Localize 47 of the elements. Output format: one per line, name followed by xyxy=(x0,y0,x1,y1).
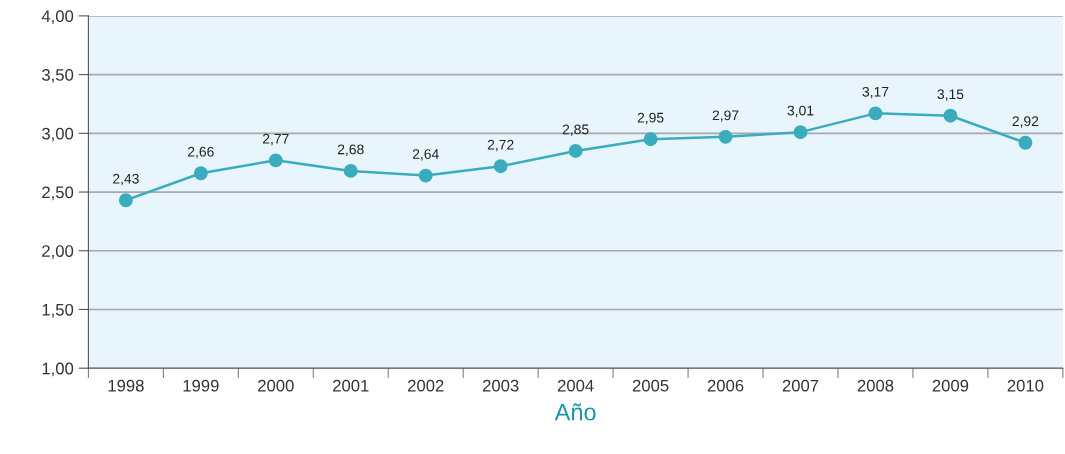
y-tick-label: 1,50 xyxy=(42,303,74,318)
point xyxy=(268,153,283,168)
y-tick-label: 3,50 xyxy=(42,69,74,83)
y-tick-label: 2,50 xyxy=(42,186,74,201)
x-tick-label: 2005 xyxy=(632,379,669,392)
point xyxy=(868,106,883,121)
x-tick-label: 2008 xyxy=(857,379,894,392)
point xyxy=(568,143,583,158)
y-tick-label: 1,00 xyxy=(42,362,74,377)
y-tick-label: 2,00 xyxy=(42,245,74,259)
point xyxy=(343,163,358,178)
data-label: 2,92 xyxy=(1012,116,1039,128)
point xyxy=(643,132,658,147)
point xyxy=(418,168,433,183)
data-label: 3,17 xyxy=(862,86,889,99)
x-tick-label: 2006 xyxy=(707,379,744,392)
data-label: 2,66 xyxy=(188,146,214,159)
data-label: 2,43 xyxy=(113,173,139,186)
point xyxy=(1018,135,1033,150)
point xyxy=(943,108,958,123)
x-tick-label: 2001 xyxy=(333,379,369,392)
point xyxy=(793,125,808,140)
x-tick-label: 1998 xyxy=(108,379,144,392)
data-label: 2,68 xyxy=(337,144,364,156)
point xyxy=(718,129,733,144)
data-label: 2,64 xyxy=(412,149,439,161)
x-tick-label: 2002 xyxy=(408,379,444,392)
point xyxy=(493,159,508,174)
data-label: 2,97 xyxy=(712,110,739,122)
data-label: 3,01 xyxy=(787,105,814,118)
data-label: 2,77 xyxy=(262,133,289,146)
x-axis-title: Año xyxy=(554,403,596,421)
x-tick-label: 1999 xyxy=(183,379,219,392)
x-tick-label: 2003 xyxy=(482,379,519,392)
x-tick-label: 2004 xyxy=(557,379,594,392)
data-label: 2,95 xyxy=(637,112,664,125)
data-label: 2,72 xyxy=(487,139,514,152)
x-tick-label: 2010 xyxy=(1007,379,1044,392)
x-tick-label: 2009 xyxy=(932,379,969,392)
y-tick-label: 4,00 xyxy=(41,10,74,25)
x-tick-label: 2000 xyxy=(258,379,294,392)
point xyxy=(118,193,133,208)
data-label: 3,15 xyxy=(937,89,964,101)
point xyxy=(193,166,208,181)
y-tick-label: 3,00 xyxy=(42,127,74,142)
data-label: 2,85 xyxy=(562,124,589,136)
x-tick-label: 2007 xyxy=(782,379,819,392)
